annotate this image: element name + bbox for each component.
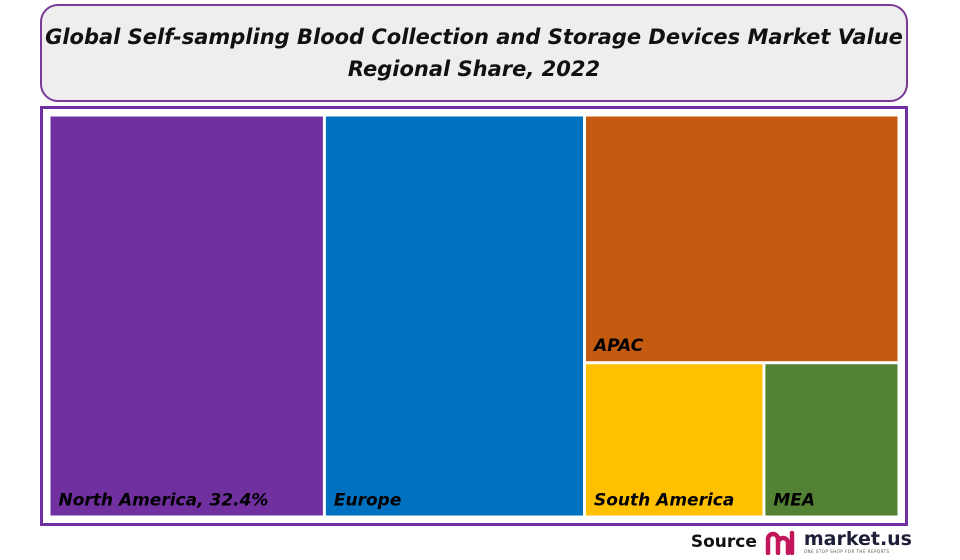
brand-name: market.us — [803, 528, 912, 550]
market-us-logo-icon — [765, 530, 795, 555]
treemap-tile-south-america — [586, 364, 763, 516]
chart-title-line1: Global Self-sampling Blood Collection an… — [45, 25, 903, 49]
treemap-label-apac: APAC — [592, 336, 644, 356]
treemap-tile-mea — [765, 364, 898, 516]
chart-title-line2: Regional Share, 2022 — [347, 57, 601, 81]
chart-frame: North America, 32.4% Europe APAC South Amer… — [40, 106, 908, 526]
brand-tagline: ONE STOP SHOP FOR THE REPORTS — [803, 549, 890, 554]
treemap-label-mea: MEA — [773, 491, 815, 511]
brand-logo: market.us ONE STOP SHOP FOR THE REPORTS — [765, 529, 912, 555]
treemap-tile-north-america — [50, 116, 323, 516]
chart-title-box: Global Self-sampling Blood Collection an… — [40, 4, 908, 102]
treemap-chart: North America, 32.4% Europe APAC South Amer… — [50, 116, 898, 516]
treemap-label-south-america: South America — [594, 491, 734, 511]
source-label: Source — [690, 532, 757, 552]
source-row: Source market.us ONE STOP SHOP FOR THE R… — [691, 527, 912, 557]
treemap-label-north-america: North America, 32.4% — [59, 491, 269, 511]
treemap-tile-europe — [325, 116, 583, 516]
treemap-label-europe: Europe — [334, 491, 401, 511]
treemap-tile-apac — [586, 116, 898, 362]
